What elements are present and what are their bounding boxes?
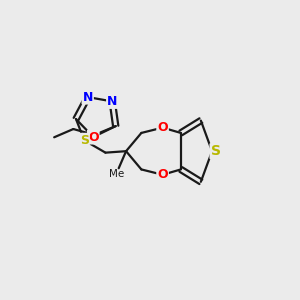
Text: S: S <box>80 134 89 147</box>
Text: Me: Me <box>109 169 124 178</box>
Text: O: O <box>88 130 99 143</box>
Text: N: N <box>107 95 117 108</box>
Text: S: S <box>211 144 220 158</box>
Text: N: N <box>82 91 93 103</box>
Text: O: O <box>157 121 168 134</box>
Text: O: O <box>157 168 168 181</box>
